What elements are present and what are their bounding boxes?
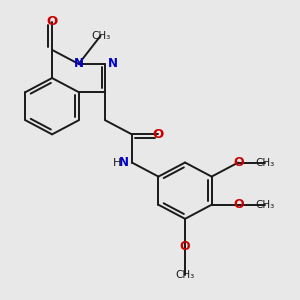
Text: CH₃: CH₃: [255, 158, 274, 167]
Text: CH₃: CH₃: [176, 270, 195, 280]
Text: N: N: [119, 156, 129, 169]
Text: N: N: [108, 58, 118, 70]
Text: O: O: [46, 15, 58, 28]
Text: CH₃: CH₃: [91, 31, 110, 41]
Text: O: O: [233, 156, 244, 169]
Text: CH₃: CH₃: [255, 200, 274, 210]
Text: O: O: [233, 198, 244, 211]
Text: O: O: [180, 241, 190, 254]
Text: N: N: [74, 58, 84, 70]
Text: O: O: [153, 128, 164, 141]
Text: H: H: [113, 158, 122, 167]
